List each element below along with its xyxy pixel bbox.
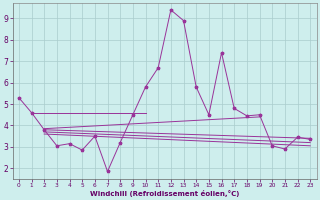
X-axis label: Windchill (Refroidissement éolien,°C): Windchill (Refroidissement éolien,°C)	[90, 190, 239, 197]
